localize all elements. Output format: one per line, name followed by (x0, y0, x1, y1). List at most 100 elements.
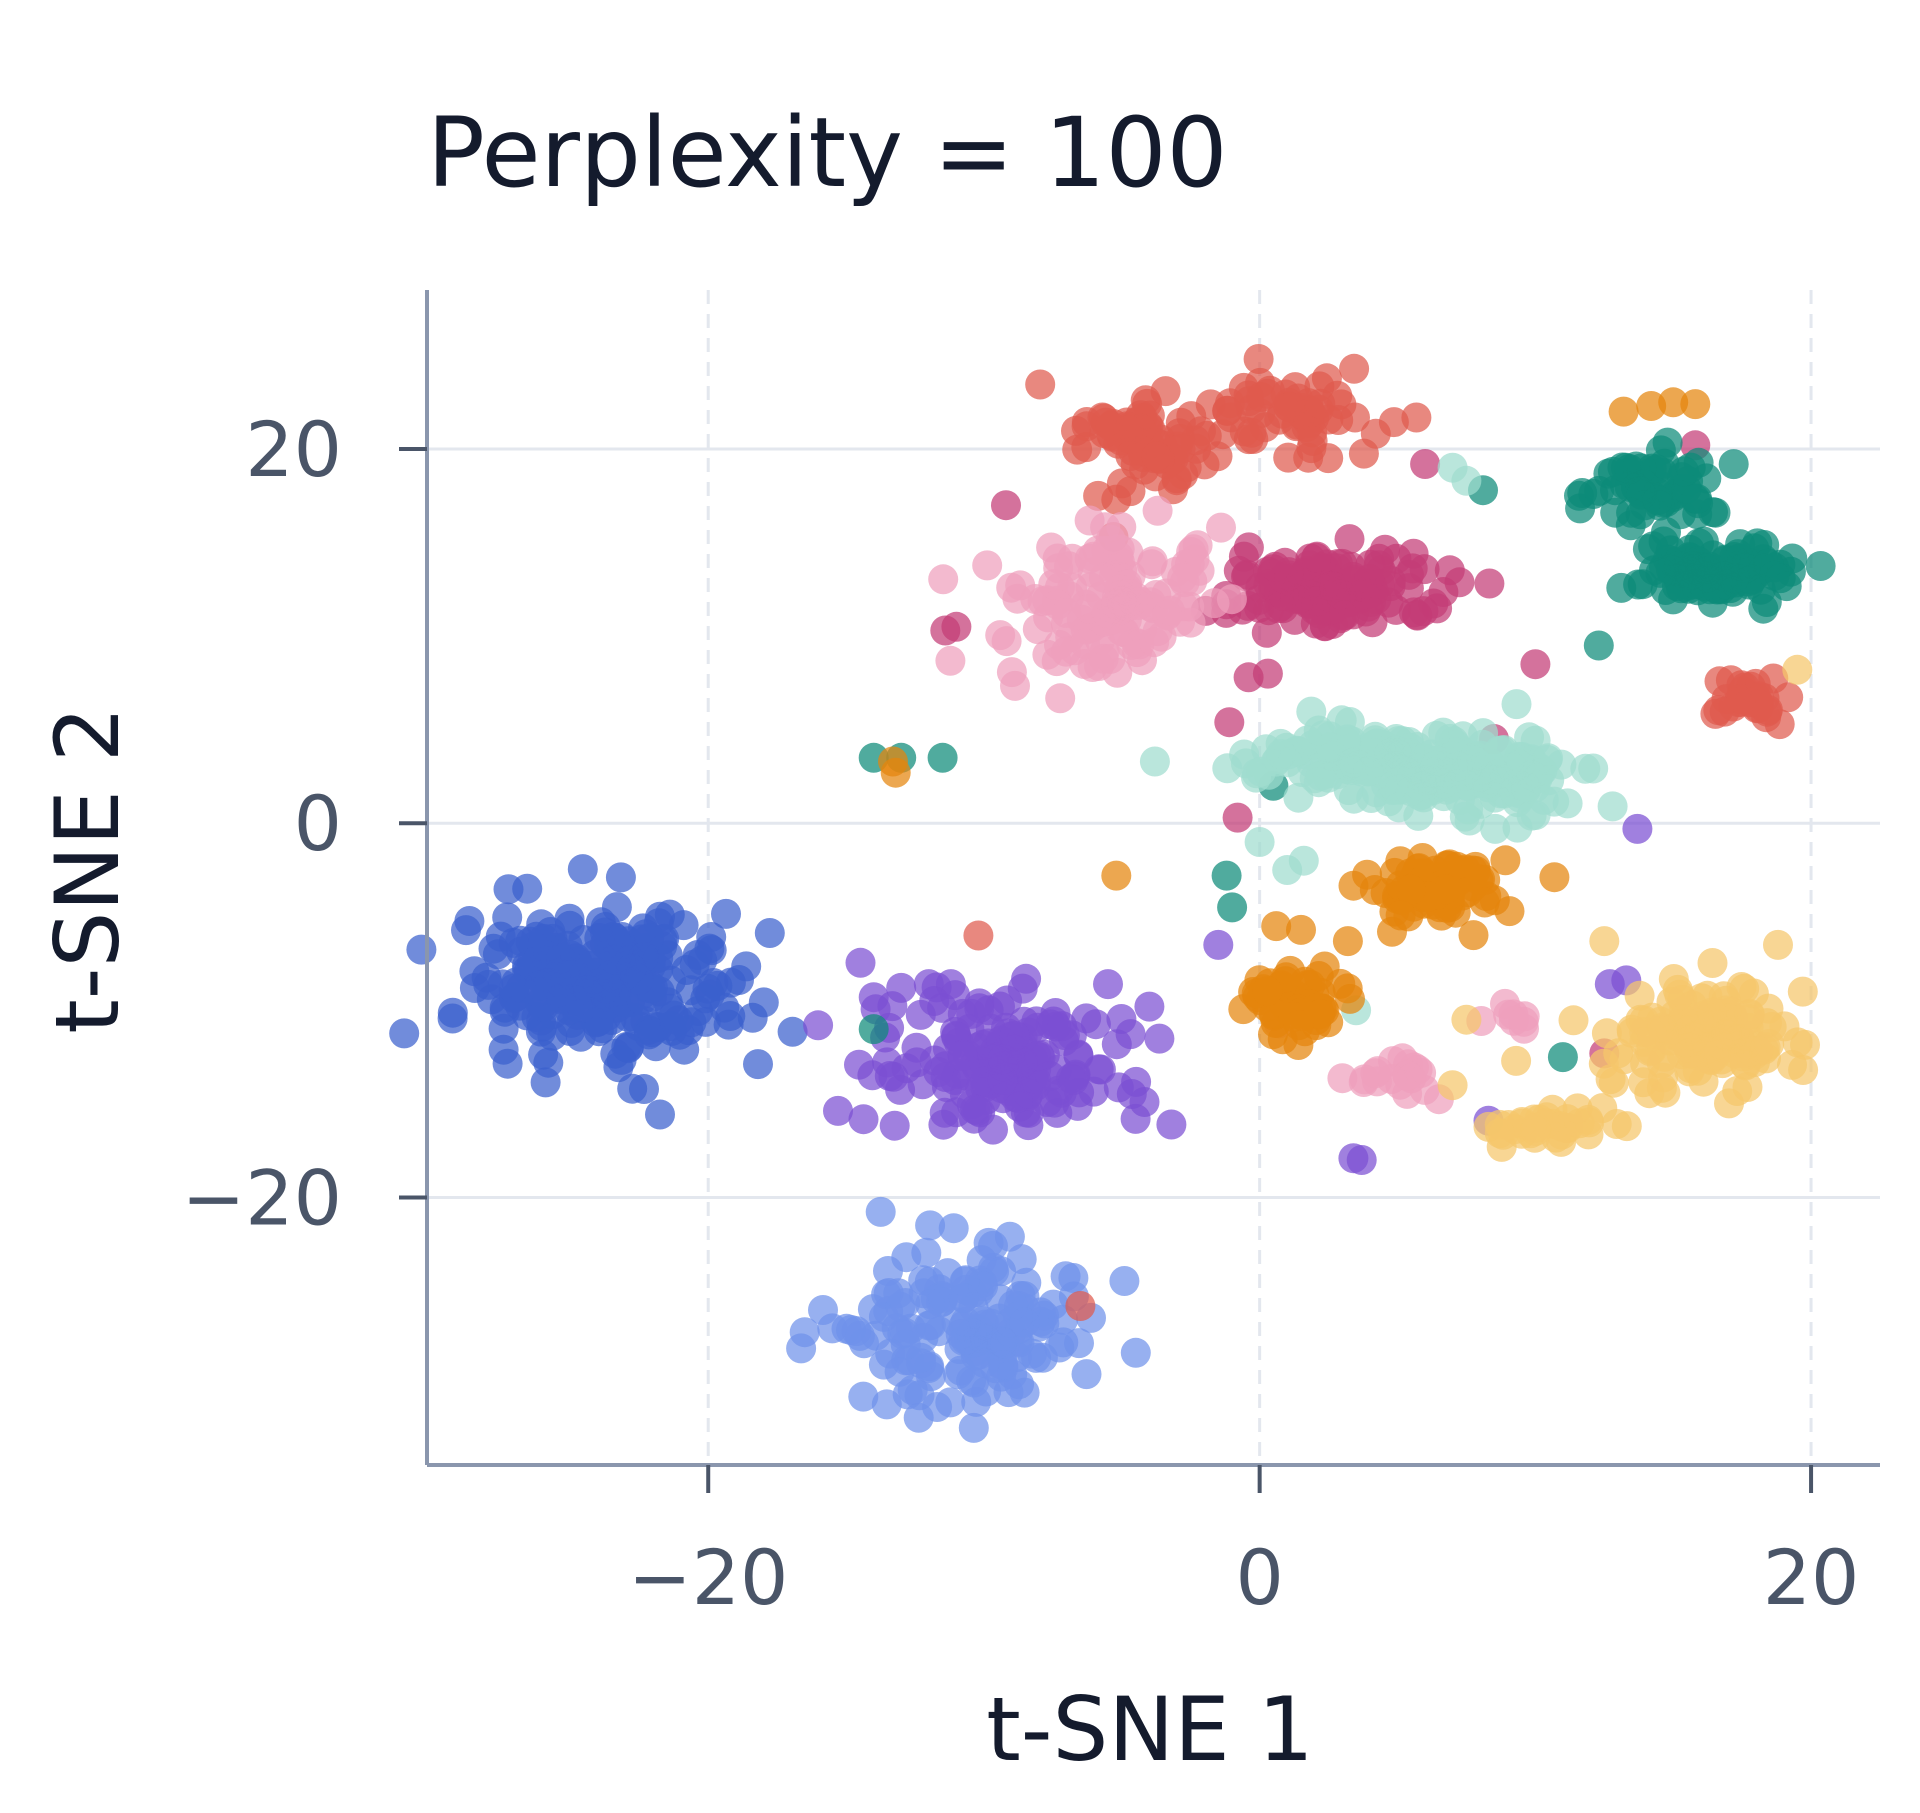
data-point (1624, 980, 1655, 1011)
series-7 (1139, 452, 1628, 1026)
data-point (1009, 1307, 1040, 1338)
data-point (1000, 670, 1030, 701)
data-point (1156, 1109, 1187, 1140)
data-point (1244, 827, 1275, 857)
data-point (1051, 598, 1082, 628)
data-point (1458, 920, 1489, 951)
data-point (883, 1278, 914, 1309)
data-point (1158, 474, 1188, 505)
data-point (1547, 1042, 1578, 1073)
data-point (498, 973, 529, 1004)
data-point (1520, 649, 1551, 680)
data-point (1597, 456, 1628, 487)
data-point (1058, 1263, 1089, 1293)
data-point (616, 953, 647, 984)
data-point (844, 1049, 874, 1080)
data-point (754, 918, 785, 948)
data-point (1675, 452, 1706, 483)
data-point (1036, 532, 1067, 563)
data-point (1508, 1006, 1539, 1037)
data-point (1348, 438, 1379, 469)
data-point (1718, 449, 1749, 480)
data-point (1181, 433, 1212, 464)
data-point (1101, 860, 1132, 891)
data-point (1494, 896, 1525, 927)
y-tick-label: 20 (245, 405, 342, 494)
data-point (972, 550, 1003, 581)
data-point (935, 645, 966, 676)
data-point (1095, 643, 1126, 674)
data-point (858, 982, 889, 1013)
data-point (1203, 929, 1234, 960)
data-point (879, 1110, 910, 1141)
data-point (582, 968, 613, 999)
data-point (1222, 802, 1253, 833)
data-point (1520, 725, 1551, 756)
data-point (1398, 597, 1429, 628)
data-point (1339, 353, 1370, 384)
data-point (897, 1375, 928, 1405)
data-point (584, 923, 615, 953)
data-point (1334, 524, 1365, 555)
series-3 (963, 344, 1804, 1321)
axes: −20 0 20 −20 0 20 (182, 290, 1880, 1622)
data-point (1385, 846, 1416, 877)
series-0 (389, 854, 808, 1130)
data-point (1501, 689, 1532, 720)
data-point (1305, 388, 1336, 419)
data-point (1451, 465, 1482, 496)
data-point (1109, 1266, 1140, 1296)
data-point (1011, 963, 1042, 994)
data-point (1071, 1359, 1102, 1390)
data-point (533, 1047, 564, 1078)
data-point (715, 1001, 746, 1031)
data-point (1357, 607, 1388, 638)
data-point (963, 920, 994, 951)
data-point (1378, 407, 1409, 438)
data-point (1484, 735, 1515, 766)
data-point (1691, 553, 1722, 584)
data-point (1252, 658, 1283, 689)
data-point (844, 1320, 875, 1351)
data-point (1451, 1004, 1482, 1035)
data-point (907, 1069, 938, 1100)
data-point (1361, 584, 1392, 614)
data-point (1589, 926, 1620, 957)
data-point (1591, 1018, 1622, 1049)
data-point (1642, 485, 1673, 516)
data-point (803, 1010, 834, 1041)
data-point (1490, 845, 1521, 876)
data-point (1137, 546, 1168, 577)
data-point (696, 935, 727, 966)
data-point (928, 1282, 959, 1313)
data-point (1074, 593, 1105, 624)
data-point (1045, 683, 1076, 714)
data-point (1502, 812, 1533, 843)
data-point (1332, 926, 1363, 957)
data-point (743, 1049, 773, 1080)
data-point (886, 972, 917, 1003)
data-point (663, 1005, 694, 1036)
data-point (1106, 1004, 1137, 1034)
data-point (1598, 1067, 1629, 1098)
data-point (1301, 542, 1331, 573)
data-point (935, 969, 966, 1000)
data-point (1562, 1093, 1593, 1124)
data-point (928, 564, 959, 595)
data-point (1214, 707, 1245, 738)
data-point (1288, 845, 1319, 876)
data-point (1025, 369, 1056, 400)
data-point (1024, 1040, 1055, 1071)
x-axis-label: t-SNE 1 (986, 1678, 1314, 1781)
data-point (492, 902, 523, 933)
data-point (958, 1412, 989, 1443)
data-point (1022, 614, 1053, 645)
data-point (1480, 813, 1511, 844)
data-point (1261, 911, 1292, 942)
data-point (1039, 1087, 1070, 1118)
data-point (1065, 1291, 1096, 1321)
data-point (389, 1018, 420, 1049)
data-point (1360, 747, 1391, 778)
data-point (1658, 387, 1689, 418)
